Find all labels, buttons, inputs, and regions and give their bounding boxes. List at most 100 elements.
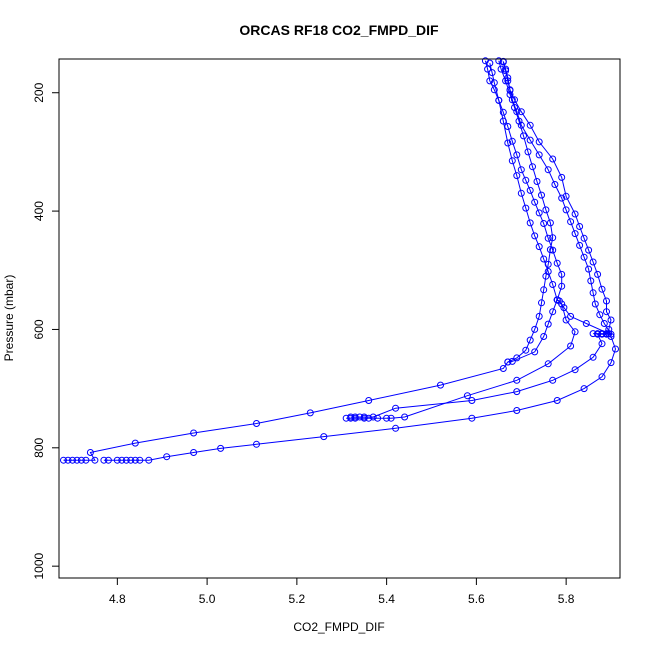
data-point [546,219,554,227]
data-point [506,91,514,98]
data-point [360,413,368,421]
data-point [118,456,126,464]
data-point [190,429,198,437]
data-point [544,234,552,242]
data-point [508,137,516,145]
x-tick-label: 5.2 [289,592,306,606]
data-point [513,376,521,384]
data-point [86,449,94,456]
data-point [600,320,608,327]
x-axis-label: CO2_FMPD_DIF [293,620,384,634]
data-point [562,192,570,200]
data-point [571,230,579,238]
data-point [356,413,364,421]
y-tick-label: 400 [32,201,46,221]
data-point [131,439,139,447]
data-point [531,325,539,333]
data-point [589,353,597,361]
data-point [383,414,391,422]
data-point [495,57,503,65]
data-point [506,86,514,94]
data-point [392,404,400,412]
data-point [468,414,476,422]
data-point [131,456,139,464]
data-point [502,65,510,73]
data-point [502,77,510,85]
data-point [540,220,548,227]
data-point [551,181,559,188]
data-point [513,172,521,180]
data-point [60,456,67,464]
data-point [306,409,314,417]
data-point [499,365,507,372]
data-point [576,241,584,249]
data-point [542,272,550,280]
data-point [486,77,494,85]
data-point [533,178,541,185]
data-point [347,413,355,421]
data-point [113,456,121,464]
data-point [605,330,613,338]
data-point [535,312,543,320]
data-point [392,424,400,432]
data-point [190,449,198,456]
data-point [594,330,602,338]
data-point [580,234,588,242]
data-point [549,155,557,163]
data-point [91,456,99,464]
data-point [531,348,539,356]
data-point [463,392,471,400]
data-point [100,456,108,464]
data-point [526,136,534,144]
y-tick-label: 600 [32,319,46,339]
data-point [520,132,527,140]
data-point [526,219,534,227]
data-point [82,456,90,464]
data-point [351,413,359,421]
data-point [598,330,606,338]
data-point [515,117,523,125]
data-point [504,139,512,147]
data-point [567,342,575,350]
data-point [538,299,545,307]
data-point [484,65,492,73]
data-point [598,340,606,348]
data-point [553,296,561,304]
data-point [607,359,615,367]
y-tick-label: 1000 [32,552,46,579]
data-point [401,413,409,421]
data-point [535,209,543,217]
data-point [576,223,584,230]
data-point [603,330,610,338]
data-point [486,59,494,67]
data-point [546,246,554,254]
data-point [580,253,588,261]
data-point [558,173,566,181]
data-point [603,308,610,316]
data-point [495,96,503,104]
data-point [544,320,552,328]
data-point [540,286,548,294]
data-point [562,316,570,324]
data-point [562,206,570,214]
data-point [535,138,543,146]
data-point [549,376,557,384]
data-point [488,69,496,77]
data-point [594,270,602,278]
chart-title: ORCAS RF18 CO2_FMPD_DIF [239,22,439,38]
data-point [365,397,373,404]
data-point [365,414,373,422]
data-point [369,413,377,421]
data-point [513,354,521,362]
data-point [589,289,597,297]
y-tick-label: 800 [32,437,46,457]
data-point [342,414,350,422]
data-point [73,456,81,464]
data-point [513,151,521,159]
data-point [217,444,225,452]
data-point [517,189,525,197]
data-point [531,198,539,206]
data-point [497,65,505,73]
